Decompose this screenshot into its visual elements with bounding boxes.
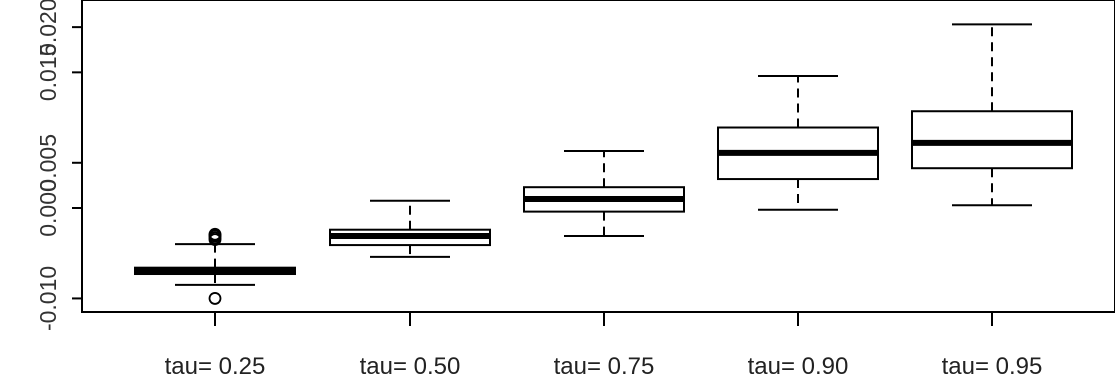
x-axis: tau= 0.25 tau= 0.50 tau= 0.75 tau= 0.90 tau=… xyxy=(165,312,1043,380)
x-tick-label: tau= 0.75 xyxy=(554,353,655,380)
box-3 xyxy=(523,150,685,238)
y-tick-label: 0.015 xyxy=(35,44,61,102)
y-tick-label: 0.020 xyxy=(35,0,61,56)
iqr-box xyxy=(911,110,1073,170)
x-tick-label: tau= 0.90 xyxy=(748,353,849,380)
x-tick-label: tau= 0.95 xyxy=(942,353,1043,380)
outlier-point xyxy=(208,292,222,305)
box-1 xyxy=(134,227,296,305)
y-tick-label: 0.005 xyxy=(35,134,61,192)
box-4 xyxy=(717,74,879,211)
x-tick-label: tau= 0.50 xyxy=(360,353,461,380)
box-5 xyxy=(911,23,1073,207)
boxes-layer xyxy=(134,23,1073,305)
box-2 xyxy=(329,199,491,258)
outlier-point xyxy=(208,227,222,241)
y-tick-label: -0.010 xyxy=(35,266,61,331)
x-tick-label: tau= 0.25 xyxy=(165,353,266,380)
y-tick-label: 0.000 xyxy=(35,179,61,237)
